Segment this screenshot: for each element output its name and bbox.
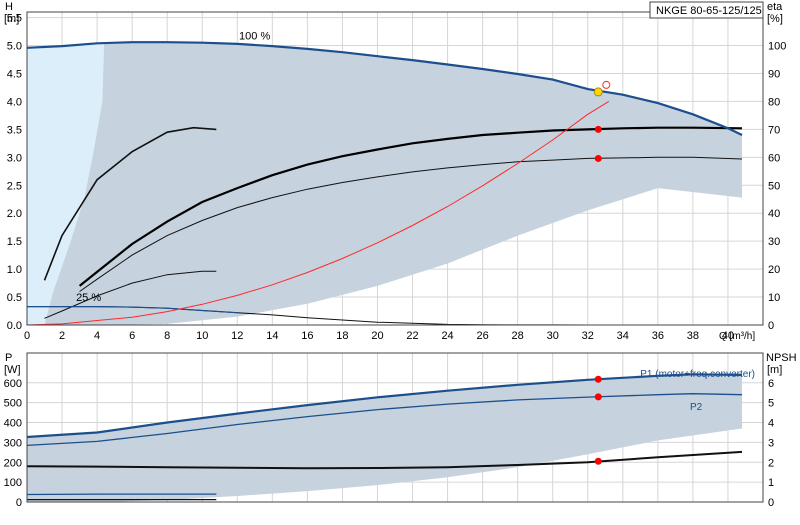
annotation-25: 25 % [76, 292, 101, 304]
annotation-100: 100 % [239, 30, 270, 42]
y-tick-label: 3.0 [7, 152, 22, 164]
y-tick-label: 1.0 [7, 264, 22, 276]
y2-tick-label: 40 [768, 208, 780, 220]
y2-tick-label: 90 [768, 68, 780, 80]
y-tick-label: 300 [4, 437, 22, 449]
y-tick-label: 0 [16, 497, 22, 509]
x-tick-label: 16 [301, 330, 313, 342]
x-tick-label: 18 [336, 330, 348, 342]
y2-tick-label: 80 [768, 96, 780, 108]
y2-tick-label: 0 [768, 320, 774, 332]
x-tick-label: 28 [512, 330, 524, 342]
y-tick-label: 3.5 [7, 124, 22, 136]
x-axis-label: Q [m³/h] [719, 331, 755, 342]
y-tick-label: 4.0 [7, 96, 22, 108]
x-tick-label: 32 [582, 330, 594, 342]
power-envelope [27, 374, 742, 502]
y2-tick-label: 4 [768, 418, 774, 430]
y2-axis-label: eta [767, 1, 783, 13]
y2-tick-label: 10 [768, 292, 780, 304]
y2-tick-label: 60 [768, 152, 780, 164]
y-axis-unit: [m] [4, 13, 19, 25]
y-tick-label: 200 [4, 457, 22, 469]
y-tick-label: 0.0 [7, 320, 22, 332]
y-axis-unit: [W] [4, 364, 21, 376]
y2-tick-label: 70 [768, 124, 780, 136]
y2-tick-label: 1 [768, 477, 774, 489]
y2-tick-label: 50 [768, 180, 780, 192]
y2-axis-label: NPSH [766, 352, 797, 364]
y2-tick-label: 3 [768, 437, 774, 449]
p1-series-label: P1 (motor+freq.converter) [640, 369, 755, 380]
x-tick-label: 24 [441, 330, 453, 342]
x-tick-label: 14 [266, 330, 278, 342]
y-axis-label: P [5, 352, 12, 364]
y-axis-label: H [5, 1, 13, 13]
x-tick-label: 12 [231, 330, 243, 342]
x-tick-label: 10 [196, 330, 208, 342]
duty-point [595, 126, 602, 133]
x-tick-label: 30 [547, 330, 559, 342]
y-tick-label: 2.5 [7, 180, 22, 192]
y2-tick-label: 2 [768, 457, 774, 469]
duty-target-point [603, 81, 610, 88]
y-tick-label: 500 [4, 398, 22, 410]
duty-point [595, 376, 602, 383]
y2-tick-label: 20 [768, 264, 780, 276]
y2-tick-label: 5 [768, 398, 774, 410]
x-tick-label: 22 [406, 330, 418, 342]
y-tick-label: 4.5 [7, 68, 22, 80]
x-tick-label: 34 [617, 330, 629, 342]
y-tick-label: 100 [4, 477, 22, 489]
p2-series-label: P2 [690, 402, 703, 413]
y-tick-label: 2.0 [7, 208, 22, 220]
x-tick-label: 36 [652, 330, 664, 342]
x-tick-label: 8 [164, 330, 170, 342]
duty-point [595, 458, 602, 465]
y2-tick-label: 0 [768, 497, 774, 509]
y-tick-label: 0.5 [7, 292, 22, 304]
y2-tick-label: 30 [768, 236, 780, 248]
duty-point [595, 155, 602, 162]
operating-point [594, 88, 602, 96]
x-tick-label: 6 [129, 330, 135, 342]
x-tick-label: 0 [24, 330, 30, 342]
x-tick-label: 20 [371, 330, 383, 342]
duty-point [595, 393, 602, 400]
y2-tick-label: 100 [768, 41, 786, 53]
x-tick-label: 4 [94, 330, 100, 342]
y-tick-label: 1.5 [7, 236, 22, 248]
y2-axis-unit: [m] [767, 364, 782, 376]
y-tick-label: 600 [4, 378, 22, 390]
x-tick-label: 38 [687, 330, 699, 342]
y-tick-label: 400 [4, 418, 22, 430]
model-label: NKGE 80-65-125/125 [656, 5, 762, 17]
y-tick-label: 5.0 [7, 41, 22, 53]
x-tick-label: 26 [476, 330, 488, 342]
x-tick-label: 2 [59, 330, 65, 342]
y2-axis-unit: [%] [767, 13, 783, 25]
y2-tick-label: 6 [768, 378, 774, 390]
